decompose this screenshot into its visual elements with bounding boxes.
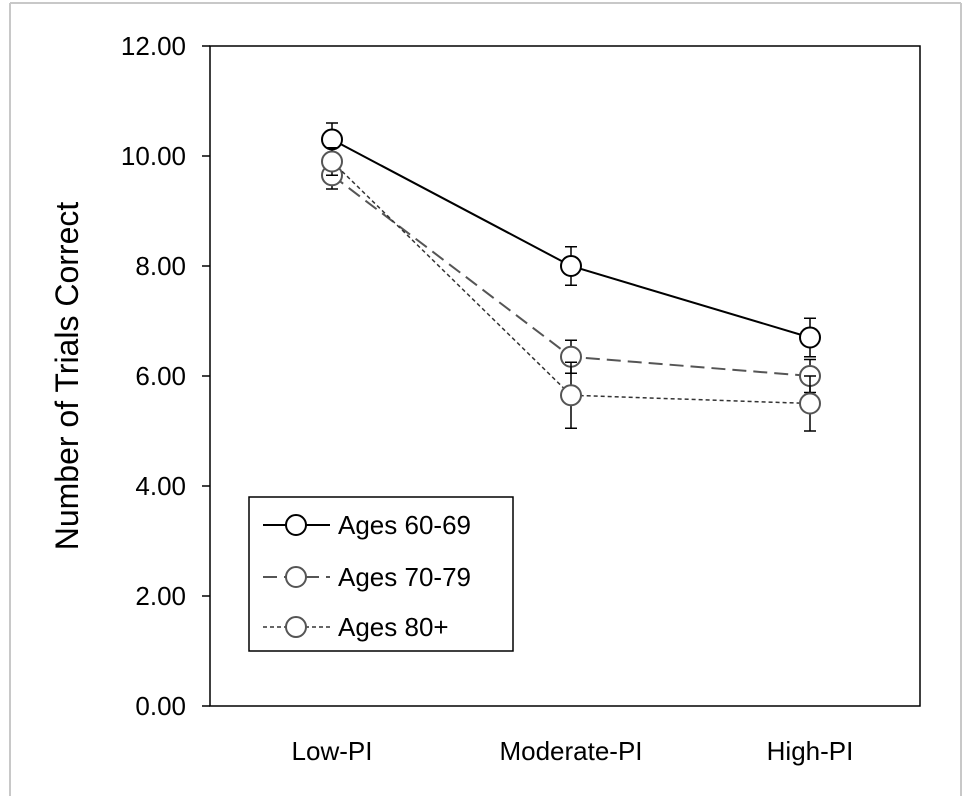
y-tick-label: 0.00	[135, 691, 186, 721]
y-axis: 0.00 2.00 4.00 6.00 8.00 10.00 12.00	[121, 31, 210, 721]
legend-marker	[285, 514, 307, 536]
data-point	[321, 150, 343, 173]
y-tick-label: 2.00	[135, 581, 186, 611]
series-layer	[321, 122, 821, 432]
legend-item: Ages 60-69	[263, 510, 471, 540]
y-tick-label: 4.00	[135, 471, 186, 501]
legend-item: Ages 80+	[263, 612, 449, 642]
data-point	[560, 255, 582, 277]
series-line	[331, 160, 811, 405]
y-tick-label: 6.00	[135, 361, 186, 391]
legend-label: Ages 80+	[338, 612, 449, 642]
series-1	[321, 122, 821, 358]
legend-label: Ages 70-79	[338, 562, 471, 592]
y-tick-label: 12.00	[121, 31, 186, 61]
legend-marker	[285, 616, 307, 638]
data-point	[799, 392, 821, 415]
y-axis-title: Number of Trials Correct	[49, 202, 85, 551]
legend-item: Ages 70-79	[263, 562, 471, 592]
series-3	[321, 147, 821, 432]
x-axis: Low-PI Moderate-PI High-PI	[292, 736, 854, 766]
legend-label: Ages 60-69	[338, 510, 471, 540]
legend: Ages 60-69 Ages 70-79 Ages 80+	[248, 496, 514, 652]
data-point	[321, 128, 343, 151]
y-tick-label: 10.00	[121, 141, 186, 171]
x-tick-label: Moderate-PI	[499, 736, 642, 766]
y-tick-label: 8.00	[135, 251, 186, 281]
data-point	[799, 326, 821, 349]
data-point	[560, 384, 582, 407]
x-tick-label: High-PI	[767, 736, 854, 766]
legend-marker	[285, 566, 307, 588]
x-tick-label: Low-PI	[292, 736, 373, 766]
